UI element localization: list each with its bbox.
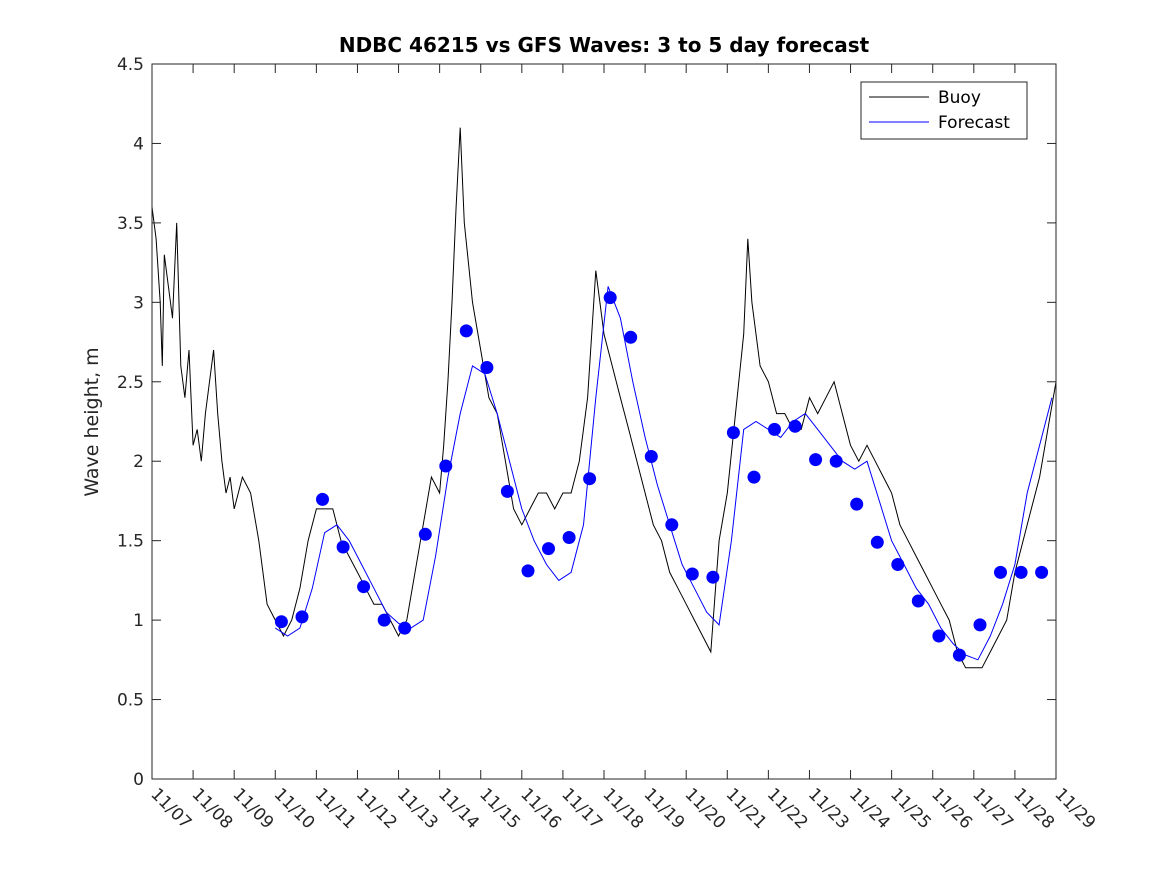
forecast-marker [500,484,514,498]
forecast-marker [726,426,740,440]
forecast-marker [1035,565,1049,579]
forecast-marker [562,531,576,544]
forecast-marker [665,518,679,532]
y-tick-label: 2.5 [117,373,144,393]
forecast-marker [850,497,864,511]
y-tick-label: 3 [133,293,144,313]
legend-buoy-label: Buoy [938,88,981,108]
forecast-marker [439,459,453,473]
forecast-marker [768,422,781,436]
forecast-marker [521,564,535,578]
forecast-marker [459,324,473,338]
forecast-marker [624,330,638,344]
forecast-marker [274,615,288,629]
y-tick-label: 4 [133,134,144,154]
forecast-marker [932,629,946,643]
forecast-marker [891,558,905,571]
forecast-marker [542,542,555,556]
forecast-marker [788,419,802,433]
legend-box [860,81,1028,140]
marker-layer [274,291,1049,662]
forecast-marker [952,648,966,662]
forecast-marker [685,567,699,581]
forecast-marker [829,454,843,468]
forecast-marker [377,613,391,627]
forecast-marker [747,470,761,484]
forecast-marker [357,580,371,594]
forecast-marker [973,618,987,632]
y-tick-label: 0 [133,770,144,790]
forecast-marker [911,594,925,608]
forecast-marker [316,492,329,506]
forecast-marker [1014,565,1028,579]
y-tick-label: 0.5 [117,691,144,711]
buoy-series-line [151,127,1057,669]
forecast-marker [809,453,823,467]
forecast-marker [994,565,1007,579]
y-tick-label: 1.5 [117,532,144,552]
forecast-marker [583,472,597,486]
forecast-marker [706,570,720,584]
forecast-marker [644,450,658,463]
forecast-marker [336,540,350,554]
forecast-marker [480,361,494,374]
y-tick-label: 3.5 [117,214,144,234]
y-axis-label: Wave height, m [81,347,103,496]
plot-area [152,64,1056,779]
y-tick-label: 2 [133,452,144,472]
legend-forecast-label: Forecast [938,113,1010,133]
chart-title: NDBC 46215 vs GFS Waves: 3 to 5 day fore… [339,33,870,57]
y-tick-label: 1 [133,611,144,631]
forecast-marker [295,610,309,624]
forecast-marker [603,291,617,305]
legend: Buoy Forecast [860,81,1028,140]
forecast-marker [870,535,884,549]
forecast-marker [398,621,412,635]
forecast-marker [418,527,432,541]
y-tick-label: 4.5 [117,55,144,75]
